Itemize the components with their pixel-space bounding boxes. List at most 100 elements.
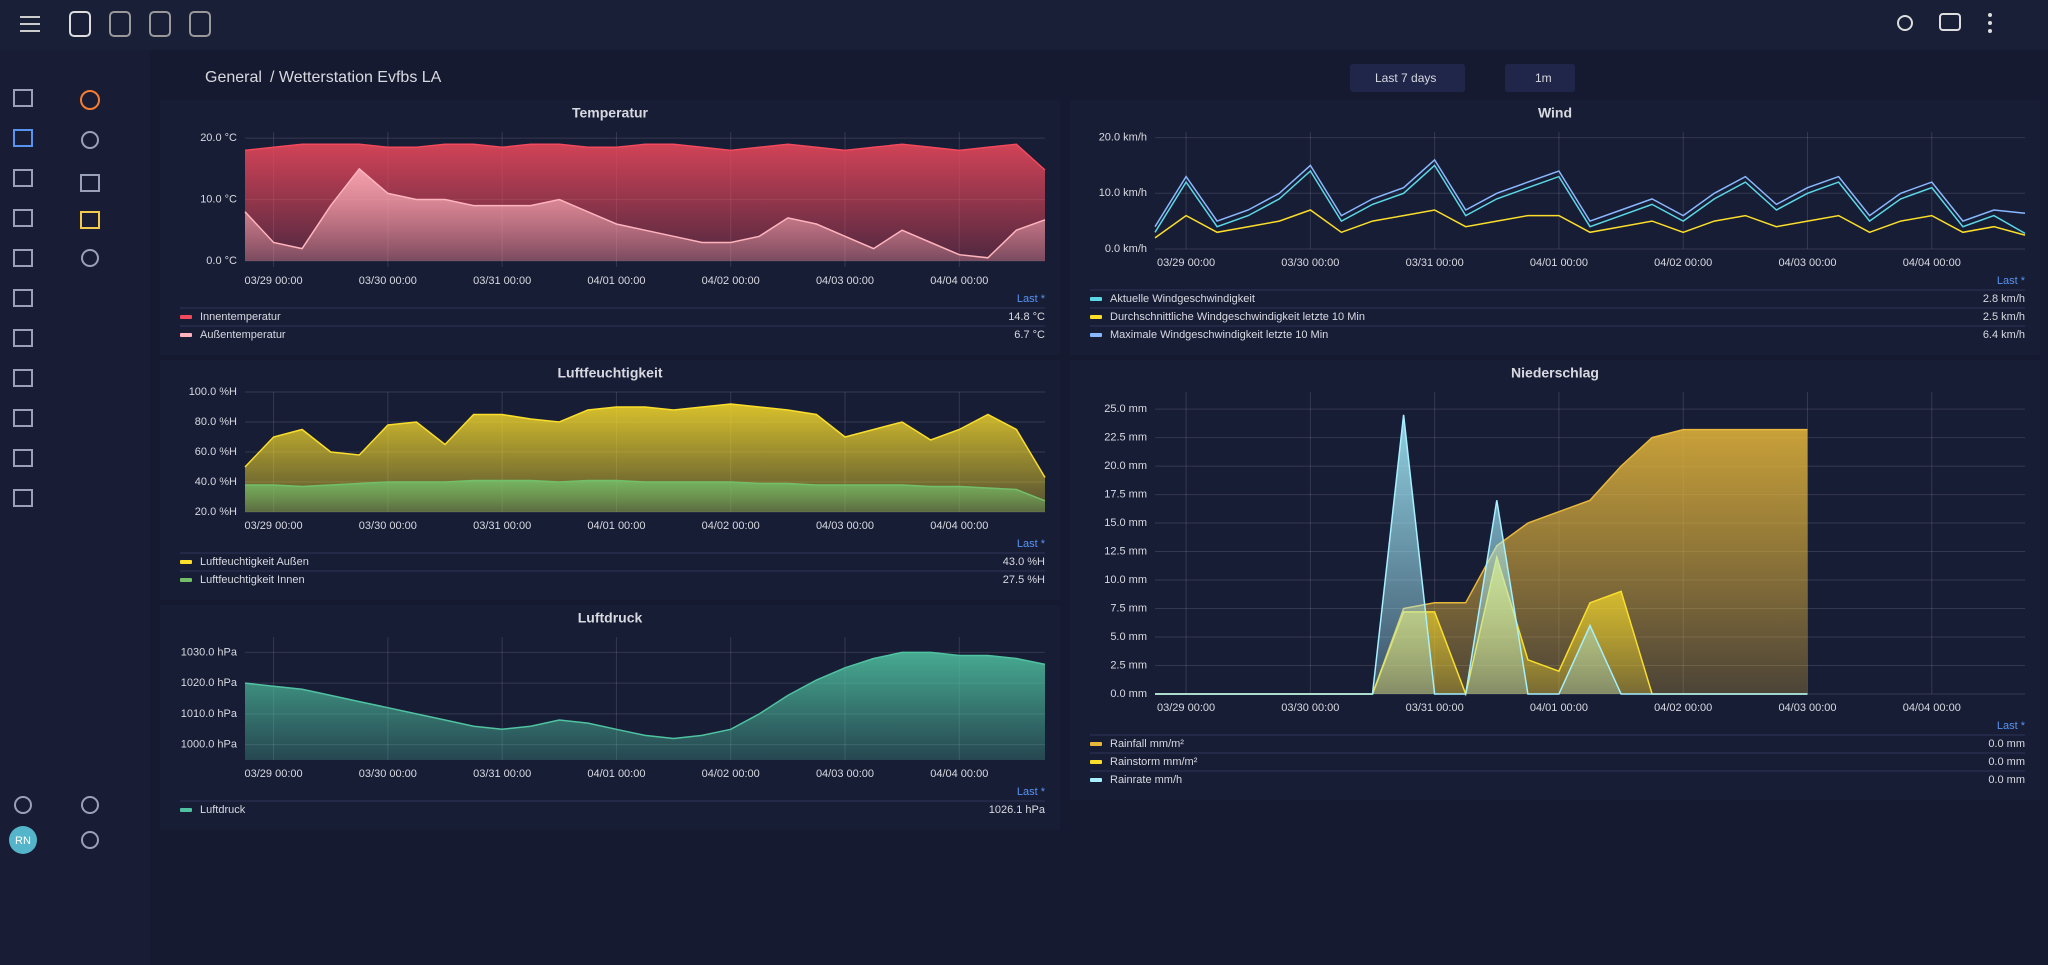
tab-icon[interactable] (149, 11, 171, 37)
panel-title: Niederschlag (1511, 365, 1599, 381)
panel-title: Temperatur (572, 105, 649, 121)
panel (1070, 100, 2040, 355)
legend-name: Luftdruck (200, 804, 246, 816)
tab-icon[interactable] (69, 11, 91, 37)
y-tick-label: 10.0 °C (200, 193, 237, 205)
time-range: Last 7 days (1375, 71, 1436, 85)
refresh-interval: 1m (1535, 71, 1552, 85)
area-fill (245, 168, 1045, 261)
legend-last: 0.0 mm (1988, 756, 2025, 768)
area-fill (1155, 414, 1808, 694)
y-tick-label: 1000.0 hPa (181, 739, 238, 751)
x-tick-label: 03/31 00:00 (473, 768, 531, 780)
legend-last: 14.8 °C (1008, 311, 1045, 323)
y-tick-label: 12.5 mm (1104, 545, 1147, 557)
legend-swatch (1090, 778, 1102, 782)
tab-icon[interactable] (189, 11, 211, 37)
legend-swatch (1090, 760, 1102, 764)
legend-last: 2.8 km/h (1983, 293, 2025, 305)
y-tick-label: 80.0 %H (195, 416, 237, 428)
y-tick-label: 60.0 %H (195, 446, 237, 458)
legend-last: 1026.1 hPa (989, 804, 1046, 816)
legend-name: Rainrate mm/h (1110, 774, 1182, 786)
x-tick-label: 04/04 00:00 (930, 275, 988, 287)
legend-header: Last * (1017, 293, 1046, 305)
y-tick-label: 0.0 km/h (1105, 243, 1147, 255)
x-tick-label: 03/29 00:00 (245, 275, 303, 287)
x-tick-label: 04/03 00:00 (816, 275, 874, 287)
legend-last: 6.4 km/h (1983, 329, 2025, 341)
legend-name: Luftfeuchtigkeit Innen (200, 574, 305, 586)
x-tick-label: 04/04 00:00 (930, 520, 988, 532)
series-line (1154, 158, 2026, 228)
x-tick-label: 03/30 00:00 (1281, 702, 1339, 714)
y-tick-label: 1010.0 hPa (181, 708, 238, 720)
x-tick-label: 04/01 00:00 (587, 520, 645, 532)
legend-last: 6.7 °C (1014, 329, 1045, 341)
breadcrumb-folder[interactable]: General (205, 69, 262, 86)
area-fill (245, 480, 1045, 512)
legend-header: Last * (1997, 720, 2026, 732)
y-tick-label: 0.0 °C (206, 255, 237, 267)
x-tick-label: 04/01 00:00 (587, 275, 645, 287)
chat-icon[interactable] (1939, 13, 1961, 31)
y-tick-label: 5.0 mm (1110, 631, 1147, 643)
legend-swatch (180, 333, 192, 337)
x-tick-label: 04/04 00:00 (1903, 702, 1961, 714)
legend-last: 27.5 %H (1003, 574, 1045, 586)
x-tick-label: 04/02 00:00 (702, 520, 760, 532)
legend-header: Last * (1017, 538, 1046, 550)
legend-name: Außentemperatur (200, 329, 286, 341)
y-tick-label: 2.5 mm (1110, 659, 1147, 671)
legend-name: Rainstorm mm/m² (1110, 756, 1198, 768)
x-tick-label: 03/30 00:00 (359, 275, 417, 287)
x-tick-label: 03/31 00:00 (473, 520, 531, 532)
refresh-picker[interactable] (1505, 64, 1575, 92)
y-tick-label: 0.0 mm (1110, 688, 1147, 700)
menu-button[interactable] (20, 16, 40, 32)
legend-swatch (1090, 742, 1102, 746)
y-tick-label: 20.0 km/h (1099, 131, 1147, 143)
legend-swatch (1090, 333, 1102, 337)
x-tick-label: 04/03 00:00 (1778, 702, 1836, 714)
y-tick-label: 22.5 mm (1104, 431, 1147, 443)
sidebar-icons (13, 89, 100, 849)
y-tick-label: 20.0 mm (1104, 460, 1147, 472)
x-tick-label: 04/01 00:00 (1530, 702, 1588, 714)
legend-swatch (1090, 315, 1102, 319)
y-tick-label: 17.5 mm (1104, 488, 1147, 500)
x-tick-label: 03/29 00:00 (245, 520, 303, 532)
legend-last: 0.0 mm (1988, 774, 2025, 786)
legend-swatch (180, 578, 192, 582)
series-line (1154, 209, 2026, 239)
x-tick-label: 04/02 00:00 (702, 768, 760, 780)
legend-swatch (1090, 297, 1102, 301)
series-line (1155, 414, 1808, 695)
x-tick-label: 03/30 00:00 (359, 520, 417, 532)
y-tick-label: 10.0 km/h (1099, 187, 1147, 199)
breadcrumb-title: / Wetterstation Evfbs LA (270, 69, 442, 86)
search-icon[interactable] (1897, 15, 1913, 31)
y-tick-label: 20.0 %H (195, 506, 237, 518)
x-tick-label: 04/02 00:00 (702, 275, 760, 287)
avatar[interactable] (9, 826, 37, 854)
legend-name: Innentemperatur (200, 311, 281, 323)
x-tick-label: 03/30 00:00 (1281, 257, 1339, 269)
panel-title: Wind (1538, 105, 1572, 121)
y-tick-label: 10.0 mm (1104, 574, 1147, 586)
time-picker[interactable] (1350, 64, 1465, 92)
more-icon[interactable] (1988, 13, 1992, 33)
x-tick-label: 03/29 00:00 (1157, 702, 1215, 714)
area-fill (245, 652, 1045, 760)
x-tick-label: 03/31 00:00 (1406, 257, 1464, 269)
x-tick-label: 04/03 00:00 (816, 768, 874, 780)
tab-icon[interactable] (109, 11, 131, 37)
legend-name: Maximale Windgeschwindigkeit letzte 10 M… (1110, 329, 1328, 341)
x-tick-label: 04/01 00:00 (587, 768, 645, 780)
y-tick-label: 15.0 mm (1104, 517, 1147, 529)
x-tick-label: 03/30 00:00 (359, 768, 417, 780)
legend-swatch (180, 560, 192, 564)
series-line (245, 479, 1046, 502)
x-tick-label: 04/04 00:00 (1903, 257, 1961, 269)
y-tick-label: 20.0 °C (200, 132, 237, 144)
